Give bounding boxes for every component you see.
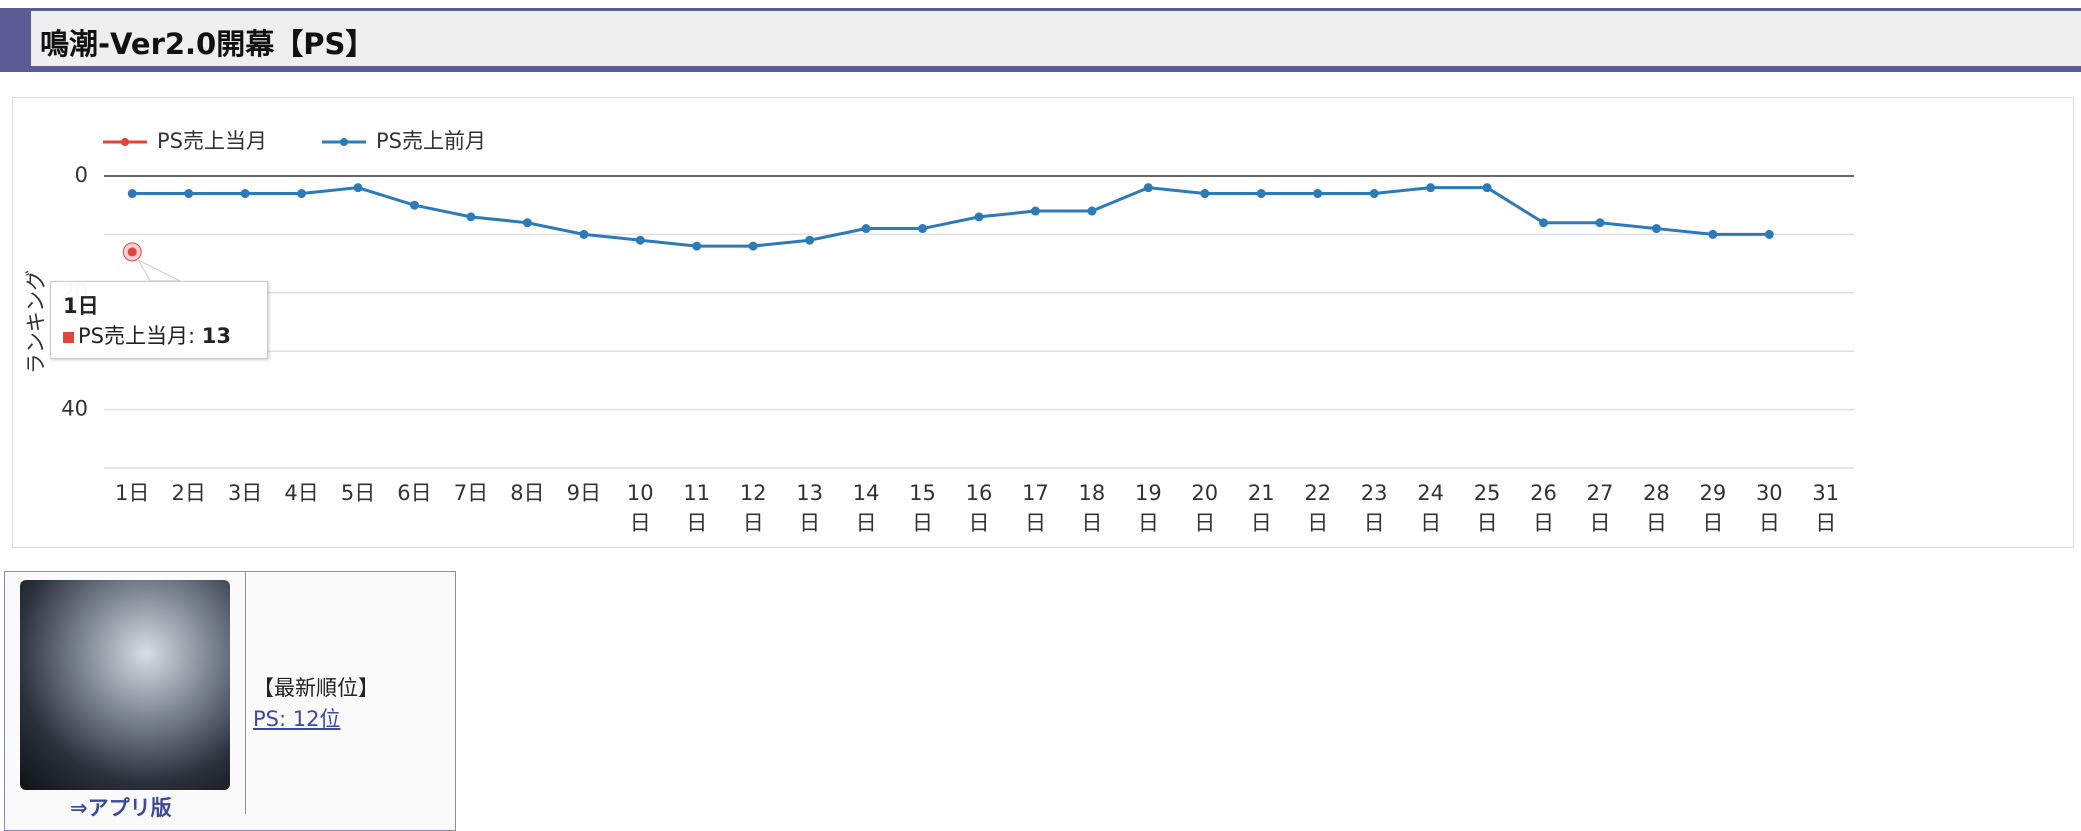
point xyxy=(1539,218,1549,228)
x-tick-label: 10日 xyxy=(626,481,654,535)
point xyxy=(805,235,815,245)
point xyxy=(1764,229,1774,239)
point xyxy=(466,212,476,222)
x-tick-label: 19日 xyxy=(1134,481,1162,535)
app-link-text[interactable]: ⇒アプリ版 xyxy=(70,796,172,820)
header: 鳴潮-Ver2.0開幕【PS】 xyxy=(0,8,2081,72)
point xyxy=(918,224,928,234)
x-tick-label: 12日 xyxy=(739,481,767,535)
point xyxy=(579,229,589,239)
chart-panel xyxy=(12,97,2074,548)
legend-label: PS売上前月 xyxy=(376,129,486,153)
chart: 02040ランキングPS売上当月PS売上前月 xyxy=(24,129,1854,469)
latest-link-text[interactable]: PS: 12位 xyxy=(253,707,341,731)
tooltip-series: PS売上当月 xyxy=(78,324,188,348)
series-line xyxy=(132,186,1770,248)
point xyxy=(240,189,250,199)
tooltip-value: 13 xyxy=(201,324,231,348)
point xyxy=(1369,189,1379,199)
x-tick-label: 3日 xyxy=(227,481,263,505)
tooltip: 1日 PS売上当月: 13 xyxy=(50,281,268,359)
app-link[interactable]: ⇒アプリ版 xyxy=(70,792,172,822)
point xyxy=(353,183,363,193)
x-tick-label: 23日 xyxy=(1360,481,1388,535)
x-tick-label: 27日 xyxy=(1586,481,1614,535)
page: 鳴潮-Ver2.0開幕【PS】 02040ランキングPS売上当月PS売上前月 1… xyxy=(0,8,2081,831)
x-tick-label: 8日 xyxy=(510,481,545,505)
point xyxy=(1143,183,1153,193)
header-block xyxy=(0,11,31,66)
x-tick-label: 28日 xyxy=(1643,481,1670,535)
tooltip-pointer xyxy=(136,258,181,282)
point xyxy=(184,189,194,199)
point xyxy=(1313,189,1323,199)
point xyxy=(748,241,758,251)
x-tick-label: 5日 xyxy=(340,481,376,505)
point xyxy=(974,212,984,222)
latest-link[interactable]: PS: 12位 xyxy=(253,703,340,733)
point xyxy=(522,218,532,228)
x-tick-label: 11日 xyxy=(683,481,711,535)
x-tick-label: 9日 xyxy=(566,481,602,505)
tooltip-header: 1日 xyxy=(63,294,99,318)
point xyxy=(127,189,137,199)
x-tick-label: 29日 xyxy=(1699,481,1727,535)
tooltip-row: PS売上当月: 13 xyxy=(63,320,255,350)
point xyxy=(1595,218,1605,228)
point xyxy=(297,189,307,199)
x-tick-label: 6日 xyxy=(397,481,432,505)
point xyxy=(1426,183,1436,193)
x-tick-label: 22日 xyxy=(1304,481,1332,535)
legend-marker xyxy=(121,138,129,146)
point xyxy=(1651,224,1661,234)
y-tick-label: 40 xyxy=(61,397,88,421)
point xyxy=(127,247,137,257)
point xyxy=(409,200,419,210)
point xyxy=(635,235,645,245)
x-tick-label: 17日 xyxy=(1022,481,1049,535)
legend-marker xyxy=(340,138,348,146)
page-title: 鳴潮-Ver2.0開幕【PS】 xyxy=(40,27,375,61)
x-tick-label: 13日 xyxy=(796,481,823,535)
point xyxy=(692,241,702,251)
x-tick-label: 16日 xyxy=(965,481,993,535)
x-tick-label: 31日 xyxy=(1812,481,1840,535)
point xyxy=(861,224,871,234)
point xyxy=(1256,189,1266,199)
x-tick-label: 18日 xyxy=(1078,481,1106,535)
x-tick-label: 1日 xyxy=(115,481,150,505)
x-tick-label: 14日 xyxy=(852,481,880,535)
point xyxy=(1030,206,1040,216)
legend-label: PS売上当月 xyxy=(157,129,267,153)
x-tick-label: 24日 xyxy=(1417,481,1444,535)
point xyxy=(1708,229,1718,239)
point xyxy=(1087,206,1097,216)
tooltip-sep: : xyxy=(188,324,196,348)
x-tick-label: 7日 xyxy=(453,481,489,505)
x-tick-label: 15日 xyxy=(909,481,936,535)
y-tick-label: 0 xyxy=(75,163,88,187)
point xyxy=(1200,189,1210,199)
divider xyxy=(245,571,246,814)
tooltip-swatch xyxy=(63,332,74,343)
y-axis-title: ランキング xyxy=(24,270,48,374)
x-tick-label: 21日 xyxy=(1247,481,1275,535)
x-tick-label: 20日 xyxy=(1191,481,1219,535)
point xyxy=(1482,183,1492,193)
game-image[interactable] xyxy=(20,580,230,790)
x-tick-label: 26日 xyxy=(1530,481,1557,535)
x-tick-label: 2日 xyxy=(171,481,206,505)
x-tick-label: 25日 xyxy=(1473,481,1501,535)
x-tick-label: 30日 xyxy=(1755,481,1783,535)
x-tick-label: 4日 xyxy=(284,481,319,505)
latest-heading: 【最新順位】 xyxy=(253,676,379,700)
